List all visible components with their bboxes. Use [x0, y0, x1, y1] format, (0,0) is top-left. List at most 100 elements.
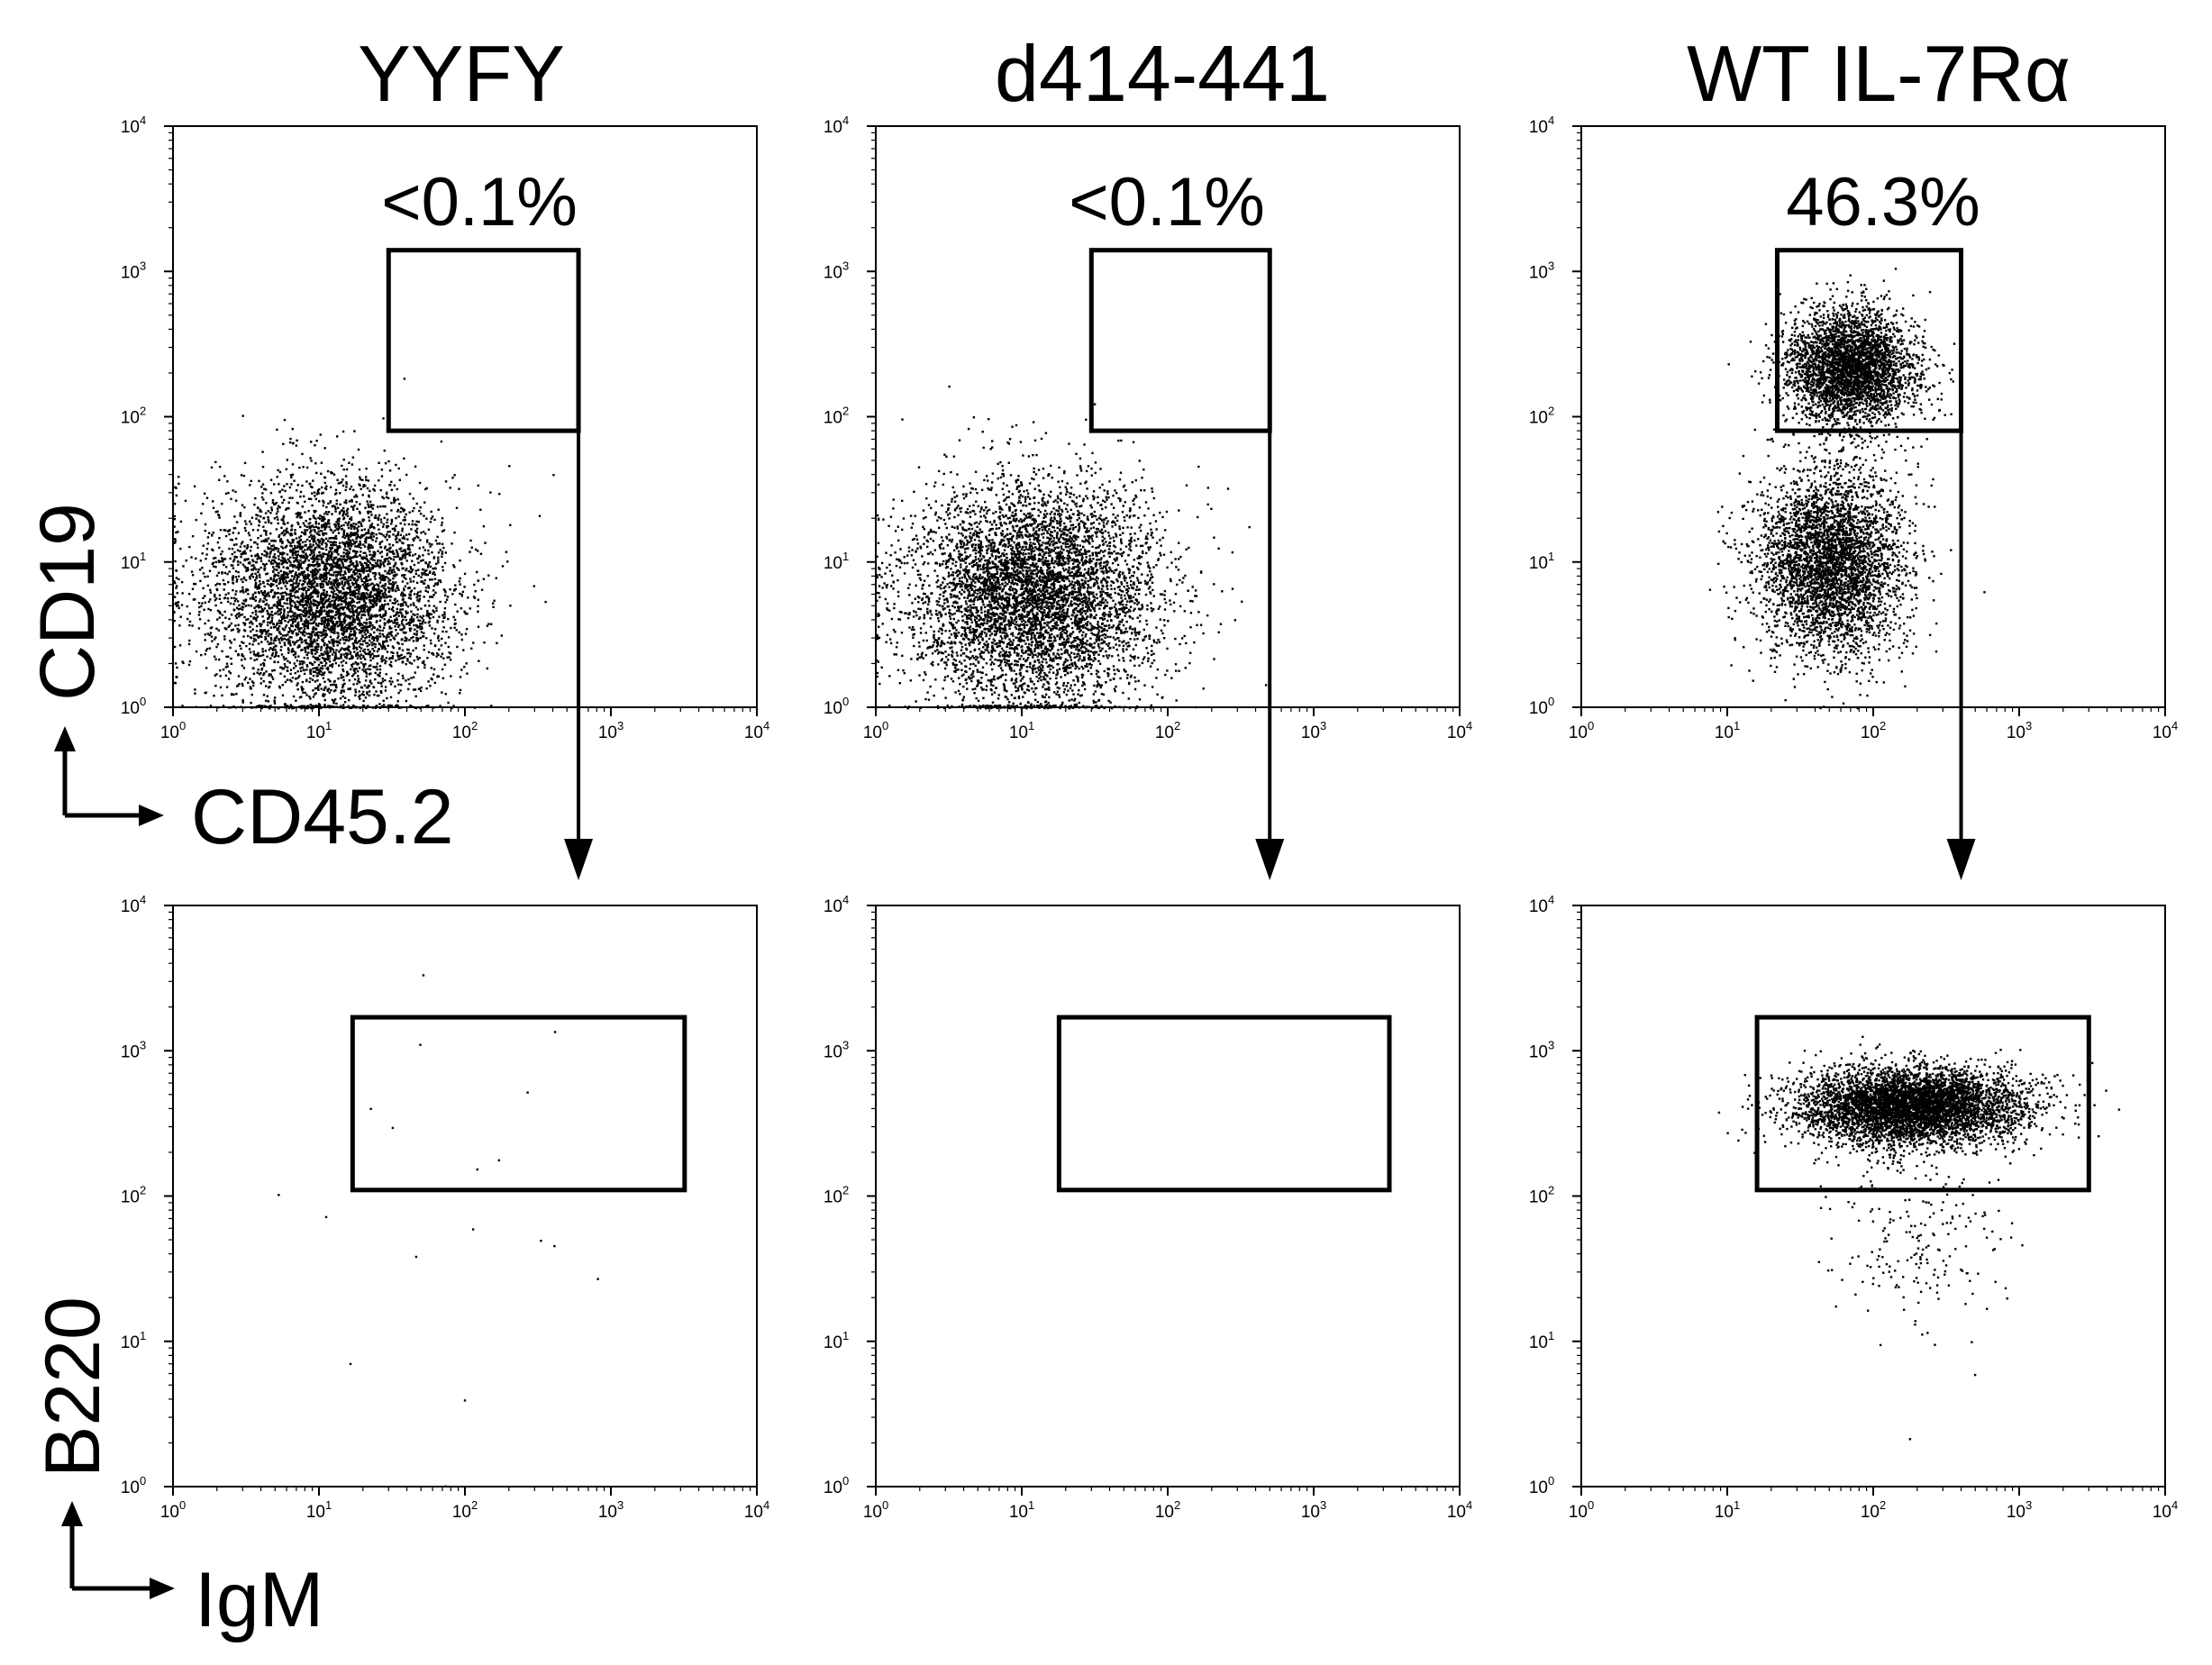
event-dot — [351, 594, 355, 597]
event-dot — [392, 569, 395, 571]
event-dot — [282, 552, 286, 555]
event-dot — [252, 681, 255, 685]
event-dot — [309, 614, 312, 616]
event-dot — [314, 572, 316, 575]
event-dot — [409, 580, 412, 583]
event-dot — [265, 598, 268, 602]
event-dot — [371, 648, 374, 651]
event-dot — [292, 653, 296, 657]
event-dot — [363, 528, 366, 531]
event-dot — [234, 490, 237, 494]
event-dot — [304, 623, 306, 625]
event-dot — [372, 535, 375, 538]
event-dot — [332, 644, 335, 647]
event-dot — [296, 489, 298, 492]
event-dot — [364, 484, 367, 487]
event-dot — [339, 638, 341, 641]
event-dot — [355, 588, 358, 591]
event-dot — [285, 580, 287, 583]
event-dot — [438, 615, 441, 618]
event-dot — [360, 605, 363, 607]
event-dot — [416, 595, 419, 597]
event-dot — [311, 576, 314, 579]
event-dot — [365, 539, 368, 541]
event-dot — [338, 596, 341, 598]
event-dot — [305, 694, 308, 696]
event-dot — [340, 677, 342, 679]
event-dot — [319, 514, 322, 517]
event-dot — [250, 614, 252, 618]
event-dot — [218, 516, 221, 519]
event-dot — [359, 476, 361, 478]
event-dot — [262, 680, 265, 683]
event-dot — [314, 616, 316, 619]
event-dot — [288, 619, 291, 622]
event-dot — [426, 612, 429, 614]
event-dot — [377, 628, 379, 631]
event-dot — [453, 566, 456, 569]
event-dot — [368, 567, 370, 569]
event-dot — [422, 546, 425, 549]
event-dot — [407, 569, 410, 573]
event-dot — [440, 655, 442, 658]
event-dot — [448, 656, 451, 659]
event-dot — [405, 560, 408, 562]
event-dot — [389, 582, 393, 586]
event-dot — [417, 561, 420, 564]
event-dot — [215, 645, 218, 649]
event-dot — [405, 619, 407, 622]
event-dot — [441, 552, 443, 555]
event-dot — [405, 569, 407, 572]
event-dot — [221, 571, 223, 574]
event-dot — [441, 566, 444, 569]
event-dot — [241, 504, 244, 506]
event-dot — [253, 503, 256, 506]
event-dot — [267, 537, 270, 540]
event-dot — [409, 705, 412, 707]
event-dot — [280, 526, 283, 529]
event-dot — [335, 499, 338, 502]
event-dot — [374, 578, 377, 580]
event-dot — [304, 532, 307, 536]
event-dot — [361, 494, 364, 496]
event-dot — [369, 601, 371, 604]
event-dot — [302, 604, 305, 606]
event-dot — [402, 631, 405, 634]
event-dot — [346, 542, 349, 545]
event-dot — [254, 496, 257, 500]
event-dot — [332, 561, 335, 564]
event-dot — [320, 687, 323, 690]
event-dot — [383, 587, 386, 589]
event-dot — [250, 620, 252, 623]
event-dot — [331, 505, 333, 508]
event-dot — [368, 694, 371, 697]
event-dot — [190, 570, 194, 573]
event-dot — [174, 682, 177, 685]
event-dot — [242, 591, 245, 594]
event-dot — [308, 574, 311, 577]
event-dot — [218, 537, 221, 540]
event-dot — [285, 624, 288, 627]
event-dot — [315, 651, 319, 653]
event-dot — [268, 520, 270, 523]
event-dot — [413, 506, 415, 510]
event-dot — [306, 705, 309, 708]
event-dot — [362, 690, 365, 693]
event-dot — [353, 593, 357, 596]
event-dot — [357, 569, 360, 573]
event-dot — [241, 701, 244, 704]
event-dot — [322, 491, 324, 495]
event-dot — [178, 624, 181, 627]
event-dot — [230, 706, 232, 709]
event-dot — [350, 560, 353, 563]
event-dot — [420, 513, 423, 515]
event-dot — [302, 691, 305, 694]
event-dot — [392, 565, 396, 569]
event-dot — [229, 538, 232, 541]
event-dot — [347, 647, 350, 650]
event-dot — [314, 444, 316, 447]
event-dot — [281, 551, 284, 554]
event-dot — [366, 629, 369, 632]
event-dot — [284, 706, 287, 709]
event-dot — [295, 557, 297, 560]
